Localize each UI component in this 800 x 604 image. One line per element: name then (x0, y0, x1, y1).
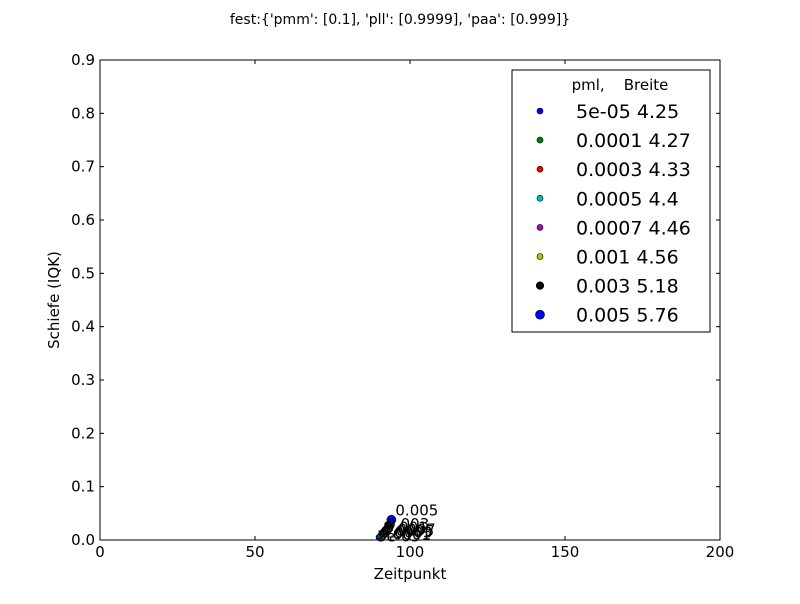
y-tick-label: 0.2 (71, 424, 95, 442)
legend-marker (536, 224, 544, 231)
y-tick-label: 0.5 (71, 264, 95, 282)
y-axis-label: Schiefe (IQK) (45, 251, 63, 349)
data-label: 0.0005 (382, 522, 435, 540)
data-label: 0.0001 (379, 526, 432, 544)
legend-entry-label: 0.0007 4.46 (576, 217, 691, 239)
legend-marker (535, 281, 545, 290)
y-tick-label: 0.9 (71, 51, 95, 69)
legend-marker (536, 136, 544, 144)
x-tick-label: 100 (396, 543, 425, 561)
legend-marker (536, 165, 544, 173)
data-point (386, 514, 397, 525)
x-axis-label: Zeitpunkt (374, 565, 447, 583)
data-label: 0.003 (386, 515, 429, 533)
x-tick-label: 0 (95, 543, 105, 561)
y-tick-label: 0.8 (71, 104, 95, 122)
legend-entries: 5e-05 4.25 0.0001 4.27 0.0003 4.33 0.0005 4… (535, 101, 691, 327)
legend-entry-label: 0.003 5.18 (576, 276, 679, 298)
legend: pml, Breite 5e-05 4.25 0.0001 4.27 0.0003 … (511, 69, 711, 333)
y-tick-label: 0.6 (71, 211, 95, 229)
data-label: 0.0007 (383, 520, 436, 538)
chart-title: fest:{'pmm': [0.1], 'pll': [0.9999], 'pa… (230, 12, 570, 28)
legend-entry-label: 0.001 4.56 (576, 247, 679, 269)
y-tick-label: 0.0 (71, 531, 95, 549)
legend-entry-label: 0.005 5.76 (576, 305, 679, 327)
legend-marker (536, 107, 544, 115)
y-tick-label: 0.3 (71, 371, 95, 389)
data-label: 0.001 (385, 518, 428, 536)
data-points (375, 514, 397, 541)
x-tick-label: 200 (706, 543, 735, 561)
y-tick-label: 0.1 (71, 478, 95, 496)
legend-entry-label: 0.0003 4.33 (576, 159, 691, 181)
legend-marker (535, 309, 545, 320)
legend-entry-label: 0.0005 4.4 (576, 188, 679, 210)
axes: 0 50 100 150 200 0.0 0.1 0.2 0.3 0.4 0.5 0.6 0.7 0.8 0… (71, 51, 734, 561)
point-labels: 5e-050.00010.00030.00050.00070.0010.0030… (377, 502, 438, 546)
data-label: 0.005 (395, 502, 438, 520)
legend-entry-label: 0.0001 4.27 (576, 130, 691, 152)
data-label: 5e-05 (377, 527, 420, 545)
legend-entry-label: 5e-05 4.25 (576, 101, 679, 123)
legend-box (511, 69, 711, 333)
x-tick-label: 150 (551, 543, 580, 561)
x-tick-label: 50 (245, 543, 264, 561)
y-tick-label: 0.7 (71, 158, 95, 176)
legend-marker (536, 195, 544, 202)
legend-title: pml, Breite (572, 76, 669, 94)
data-label: 0.0003 (380, 524, 433, 542)
legend-marker (536, 253, 544, 260)
y-tick-label: 0.4 (71, 318, 95, 336)
